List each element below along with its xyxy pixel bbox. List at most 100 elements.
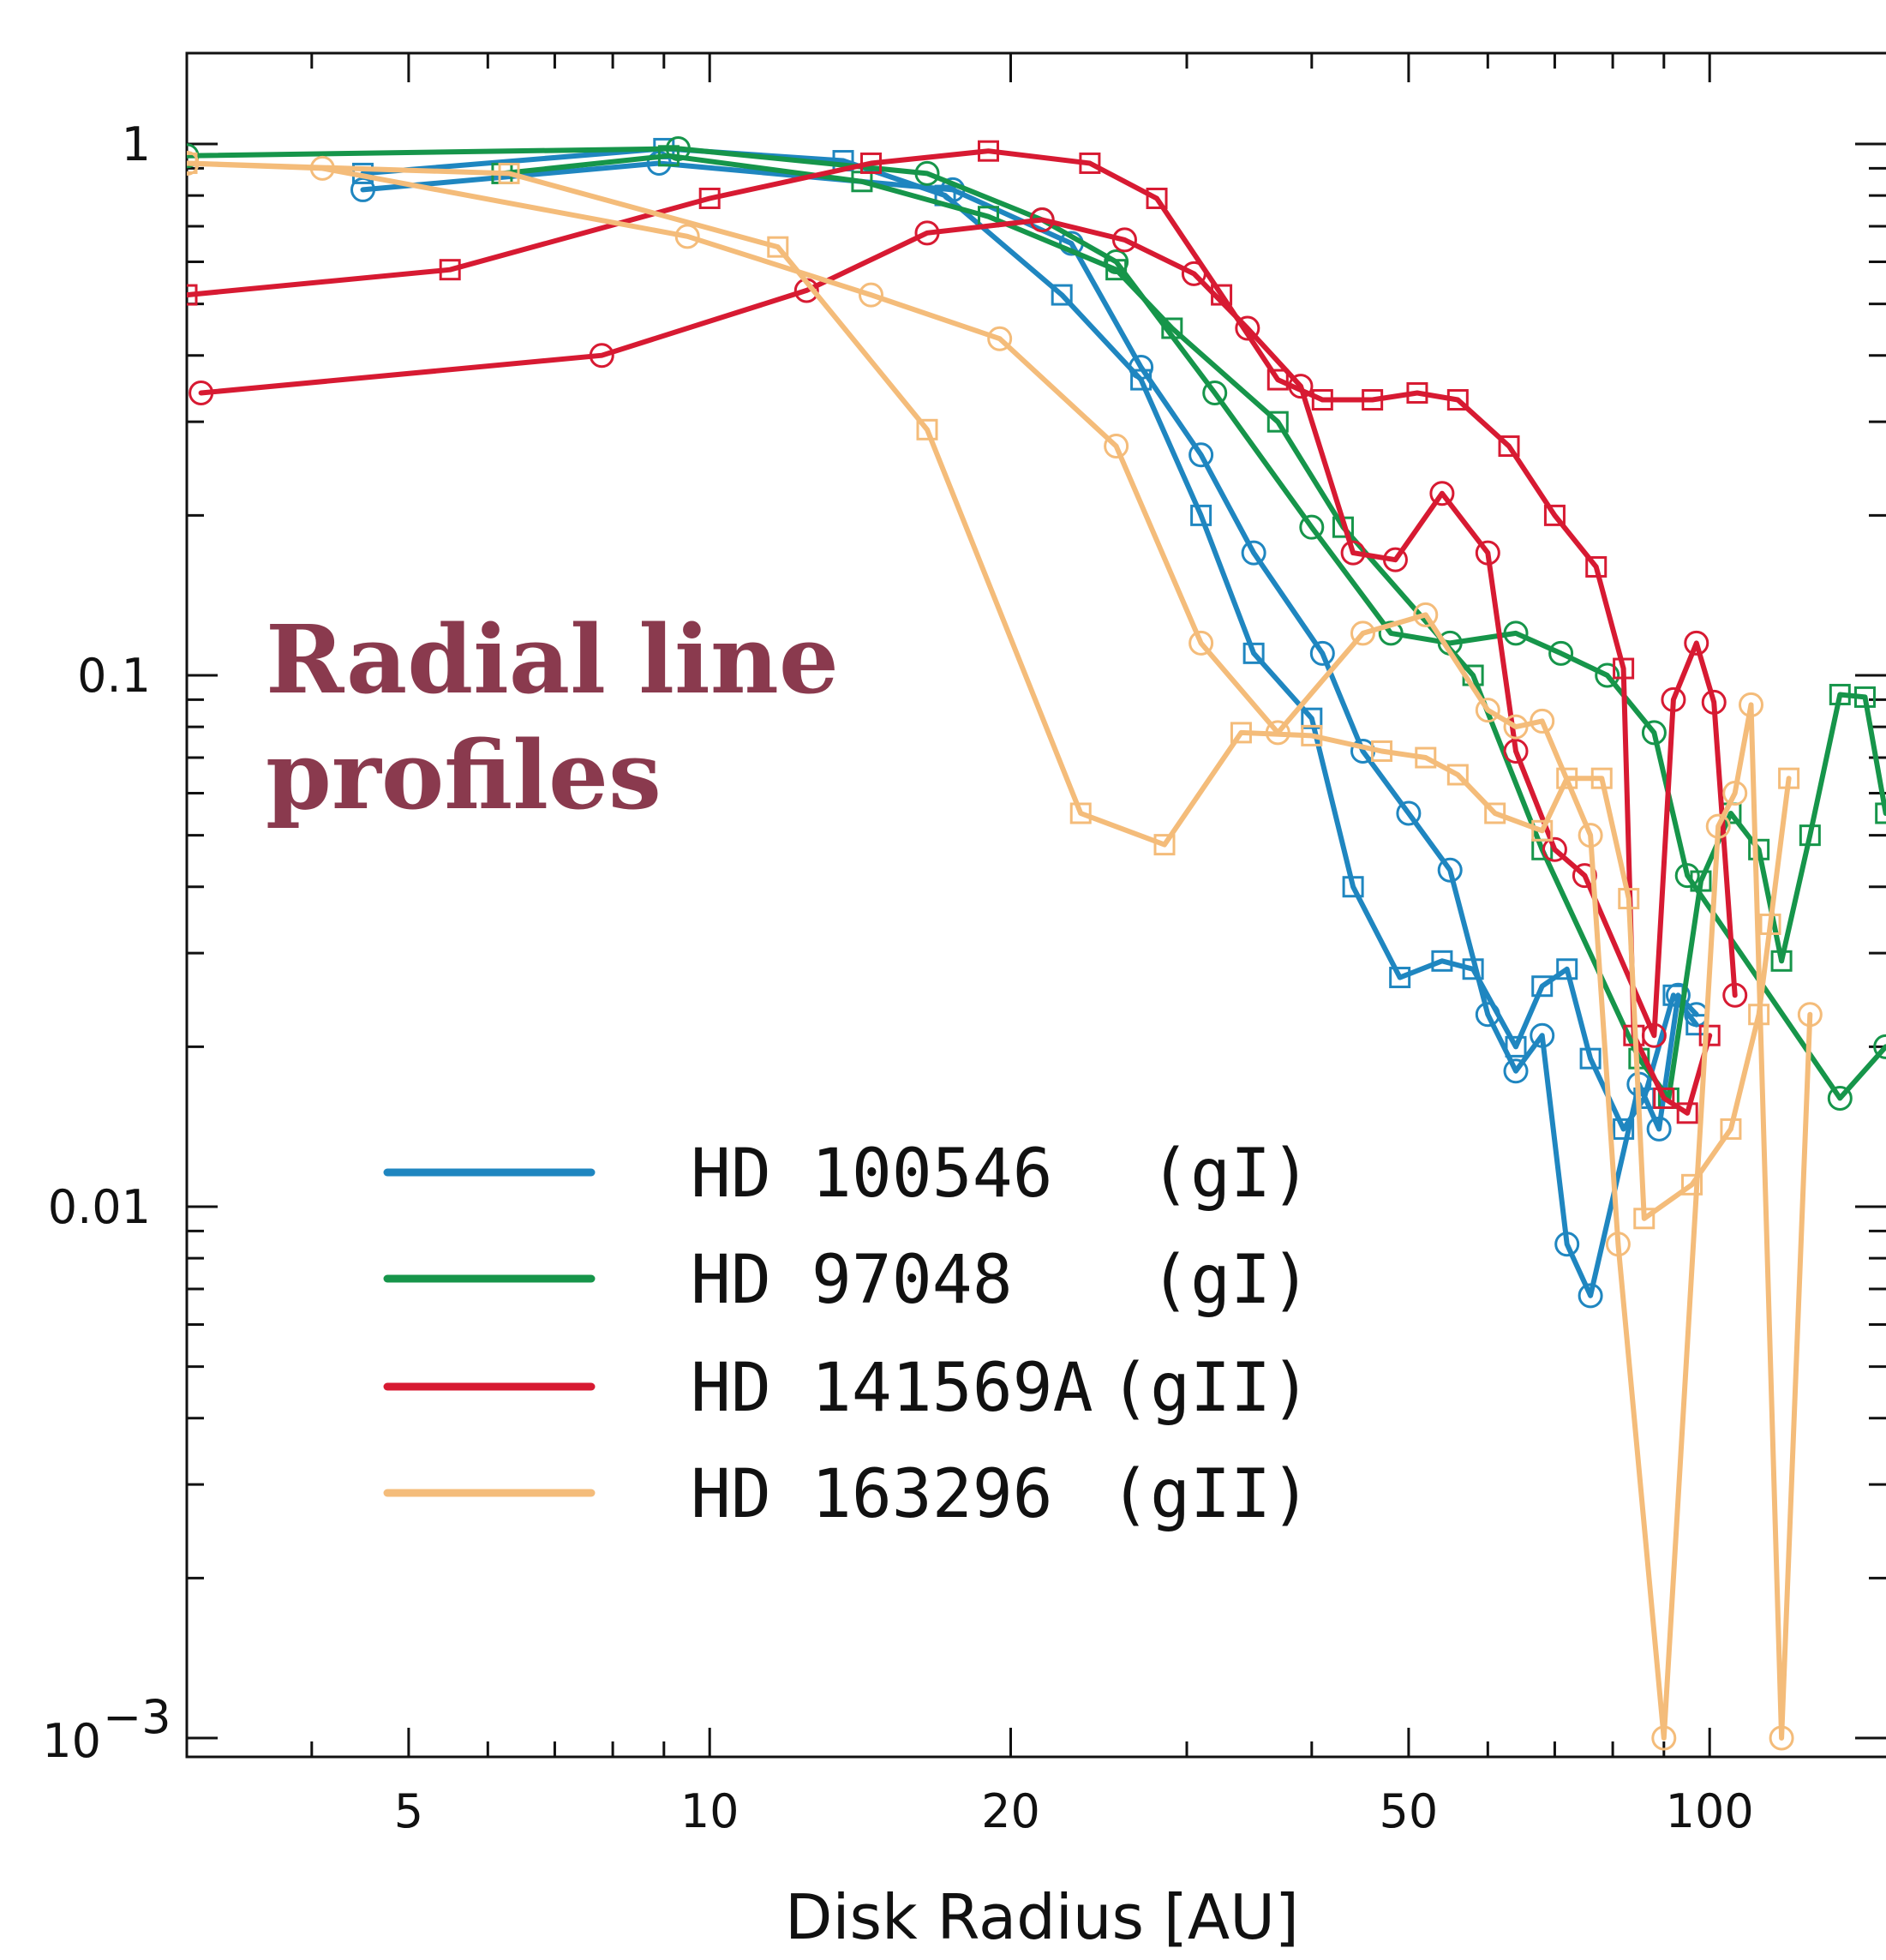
marker-circle-hd-141569a [1503,738,1529,764]
marker-square-hd-141569a [1266,369,1289,391]
marker-circle-hd-100546 [1396,800,1422,826]
marker-circle-hd-141569a [1722,982,1748,1008]
marker-circle-hd-100546 [1554,1232,1580,1257]
marker-square-hd-141569a [1446,389,1469,411]
marker-square-hd-163296 [1759,913,1781,935]
marker-circle-hd-141569a [1542,836,1567,862]
marker-square-hd-141569a [1079,152,1101,174]
marker-square-hd-97048 [1748,838,1770,860]
x-tick-label: 10 [680,1784,739,1838]
marker-square-hd-163296 [1681,1173,1703,1196]
marker-square-hd-141569a [1311,389,1333,411]
marker-circle-hd-163296 [1503,714,1529,740]
x-tick-label: 20 [981,1784,1040,1838]
marker-circle-hd-100546 [1437,857,1463,883]
marker-square-hd-141569a [860,152,883,174]
marker-square-hd-163296 [1778,767,1800,789]
marker-square-hd-97048 [1266,411,1289,433]
legend-label-hd-163296: HD 163296 [691,1456,1053,1533]
marker-square-hd-97048 [1161,317,1183,339]
marker-circle-hd-163296 [1769,1725,1794,1751]
marker-square-hd-100546 [1505,1035,1527,1058]
marker-circle-hd-97048 [1378,620,1404,646]
x-tick-label: 100 [1666,1784,1754,1838]
marker-square-hd-163296 [1633,1208,1655,1230]
marker-square-hd-100546 [1190,504,1212,526]
legend: HD 100546 (gI) HD 97048 (gI) HD 141569A (gII)… [383,1136,1311,1533]
marker-circle-hd-141569a [1661,686,1686,712]
y-tick-label-bottom-base: 10 [42,1714,101,1768]
marker-square-hd-141569a [698,187,721,209]
marker-square-hd-163296 [1069,802,1092,824]
marker-circle-hd-163296 [674,224,700,249]
marker-square-hd-163296 [1748,1004,1770,1026]
marker-circle-hd-141569a [1684,630,1709,656]
x-tick-label: 50 [1380,1784,1439,1838]
series-line-hd-141569a-circle [198,217,1738,1039]
marker-square-hd-100546 [1389,967,1411,989]
marker-square-hd-163296 [187,152,198,174]
marker-circle-hd-163296 [1705,813,1731,839]
marker-square-hd-163296 [1153,834,1176,856]
legend-label-hd-97048: HD 97048 [691,1242,1013,1319]
marker-square-hd-163296 [1720,1118,1742,1140]
marker-circle-hd-141569a [1475,540,1500,566]
marker-square-hd-100546 [1556,958,1578,980]
annotation: Radial line profiles [266,604,839,830]
marker-square-hd-141569a [1676,1102,1698,1124]
marker-square-hd-163296 [1484,802,1506,824]
marker-square-hd-141569a [1543,504,1566,526]
marker-circle-hd-141569a [1235,315,1260,341]
y-tick-label: 0.01 [48,1180,151,1234]
marker-circle-hd-100546 [1188,442,1214,468]
legend-tag-hd-97048: (gI) [1150,1242,1311,1319]
marker-circle-hd-100546 [1578,1283,1603,1309]
marker-circle-hd-163296 [1651,1725,1677,1751]
marker-circle-hd-100546 [1530,1022,1555,1048]
marker-circle-hd-141569a [1029,207,1055,232]
legend-tag-hd-163296: (gII) [1110,1456,1311,1533]
marker-square-hd-163296 [1371,740,1393,762]
marker-circle-hd-141569a [189,380,214,405]
marker-square-hd-97048 [1829,683,1851,705]
legend-tag-hd-141569a: (gII) [1110,1350,1311,1427]
marker-square-hd-141569a [1613,657,1635,680]
marker-circle-hd-100546 [1503,1058,1529,1084]
marker-square-hd-163296 [1618,888,1640,910]
marker-circle-hd-97048 [1503,620,1529,646]
marker-circle-hd-163296 [987,326,1013,351]
marker-square-hd-163296 [1415,746,1437,769]
marker-square-hd-100546 [1579,1047,1602,1070]
marker-circle-hd-97048 [1299,514,1325,540]
marker-square-hd-141569a [1211,284,1233,306]
series-line-hd-163296-square [187,160,1792,1221]
marker-circle-hd-163296 [1104,434,1129,459]
marker-square-hd-100546 [1613,1118,1635,1140]
marker-square-hd-163296 [767,236,789,258]
marker-square-hd-163296 [1230,722,1252,744]
marker-circle-hd-163296 [1797,1002,1823,1028]
marker-circle-hd-97048 [1548,640,1574,666]
marker-circle-hd-100546 [1665,982,1691,1008]
marker-square-hd-163296 [498,162,520,184]
marker-circle-hd-100546 [1646,1116,1672,1142]
marker-circle-hd-141569a [1701,689,1727,715]
x-axis-title: Disk Radius [AU] [785,1881,1299,1953]
y-tick-label-bottom-exponent: −3 [103,1690,171,1744]
marker-square-hd-163296 [1556,767,1578,789]
marker-circle-hd-97048 [1827,1085,1853,1111]
marker-circle-hd-97048 [187,143,200,169]
marker-square-hd-141569a [439,259,461,281]
annotation-line-2: profiles [266,720,662,830]
marker-circle-hd-163296 [859,282,884,308]
series-line-hd-97048-circle [187,146,1886,1101]
marker-square-hd-141569a [1406,381,1428,404]
marker-circle-hd-163296 [1188,630,1214,656]
marker-square-hd-141569a [978,140,1000,162]
marker-square-hd-100546 [1242,642,1265,664]
marker-circle-hd-163296 [1578,823,1603,848]
marker-circle-hd-141569a [1382,547,1408,572]
marker-square-hd-141569a [1653,1087,1675,1109]
